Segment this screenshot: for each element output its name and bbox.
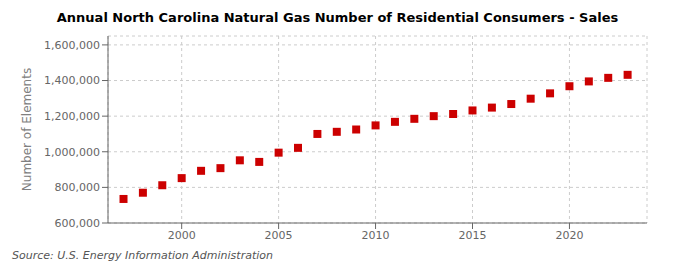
- svg-text:Number of Elements: Number of Elements: [20, 68, 34, 191]
- svg-text:2020: 2020: [555, 229, 583, 242]
- html-text:Annual North Carolina Natural: Annual North Carolina Natural Gas Number…: [56, 10, 619, 25]
- svg-text:2015: 2015: [459, 229, 487, 242]
- svg-text:2005: 2005: [265, 229, 293, 242]
- svg-text:1,600,000: 1,600,000: [44, 39, 100, 52]
- svg-text:600,000: 600,000: [55, 217, 101, 230]
- svg-text:2010: 2010: [362, 229, 390, 242]
- svg-text:1,000,000: 1,000,000: [44, 146, 100, 159]
- svg-text:800,000: 800,000: [55, 181, 101, 194]
- svg-text:1,400,000: 1,400,000: [44, 74, 100, 87]
- svg-text:1,200,000: 1,200,000: [44, 110, 100, 123]
- html-text:Source: U.S. Energy Informatio: Source: U.S. Energy Information Administ…: [12, 249, 273, 262]
- svg-text:2000: 2000: [168, 229, 196, 242]
